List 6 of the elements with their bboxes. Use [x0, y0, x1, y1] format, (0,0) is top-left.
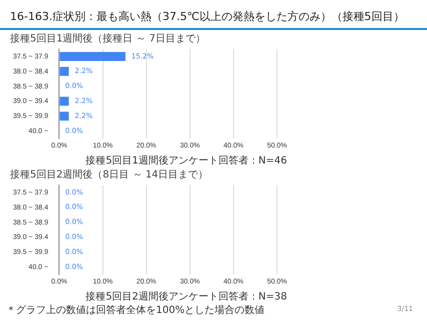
- chart-title: 16-163.症状別：最も高い熱（37.5℃以上の発熱をした方のみ）（接種5回目）: [10, 9, 404, 24]
- text: 接種5回目2週間後アンケート回答者：N=38: [86, 290, 287, 303]
- chart-title: 接種5回目2週間後（8日目 ～ 14日目まで）: [10, 168, 208, 181]
- chart-subtitle: 接種5回目1週間後（接種日 ～ 7日目まで）: [10, 32, 206, 45]
- text: ＊グラフ上の数値は回答者全体を100%とした場合の数値: [6, 304, 265, 317]
- text: 接種5回目1週間後アンケート回答者：N=46: [86, 154, 287, 167]
